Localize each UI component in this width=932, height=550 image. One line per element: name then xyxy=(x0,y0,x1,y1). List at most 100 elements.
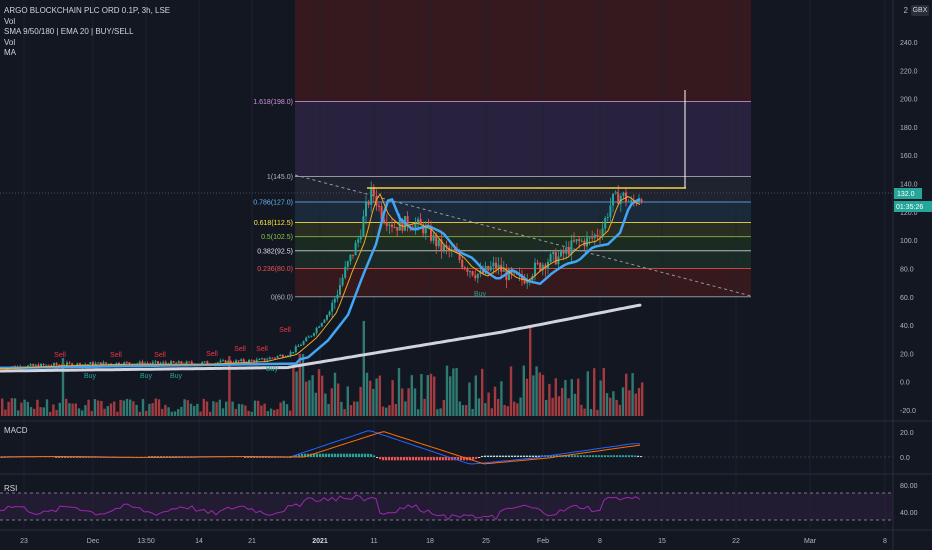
candle-body xyxy=(333,298,336,303)
macd-hist-bar xyxy=(298,454,301,457)
macd-hist-bar xyxy=(265,457,268,458)
candle-body xyxy=(609,205,612,218)
volume-bar xyxy=(362,321,365,416)
legend-ma[interactable]: MA xyxy=(4,48,16,57)
macd-hist-bar xyxy=(304,453,307,457)
legend-vol-2[interactable]: Vol xyxy=(4,37,16,47)
candle-body xyxy=(102,362,105,366)
volume-bar xyxy=(157,399,161,416)
candle-body xyxy=(466,269,469,272)
candle-body xyxy=(258,358,261,360)
currency-badge[interactable]: GBX xyxy=(911,5,929,16)
ema-20-line xyxy=(0,197,641,370)
rsi-tick-40: 40.00 xyxy=(900,510,918,517)
volume-bar xyxy=(212,401,215,416)
volume-bar xyxy=(385,407,388,416)
candle-body xyxy=(378,205,380,207)
candle-body xyxy=(617,191,620,204)
macd-hist-bar xyxy=(334,453,337,457)
volume-bar xyxy=(7,401,10,416)
candle-body xyxy=(170,361,172,366)
volume-bar xyxy=(97,400,100,416)
macd-hist-bar xyxy=(376,457,379,458)
candle-body xyxy=(315,327,318,334)
candle-body xyxy=(297,345,300,347)
candle-body xyxy=(71,363,74,367)
volume-bar xyxy=(557,396,561,416)
price-tick: 20.0 xyxy=(900,351,914,358)
candle-body xyxy=(261,358,263,360)
candle-body xyxy=(604,218,607,229)
volume-bar xyxy=(109,403,113,416)
sell-signal: Sell xyxy=(234,346,246,353)
candle-body xyxy=(203,361,206,363)
candle-body xyxy=(573,240,575,242)
candle-body xyxy=(619,195,622,204)
macd-hist-bar xyxy=(148,456,151,457)
volume-bar xyxy=(93,399,97,416)
volume-bar xyxy=(439,408,442,416)
volume-bar xyxy=(237,403,241,416)
macd-hist-bar xyxy=(640,456,643,457)
candle-body xyxy=(151,362,154,364)
symbol-title[interactable]: ARGO BLOCKCHAIN PLC ORD 0.1P, 3h, LSE xyxy=(4,6,171,15)
candle-body xyxy=(185,361,188,365)
candle-body xyxy=(341,277,344,286)
candle-body xyxy=(445,245,448,248)
volume-bar xyxy=(132,401,135,416)
macd-hist-bar xyxy=(388,457,391,461)
macd-hist-bar xyxy=(253,457,256,458)
candle-body xyxy=(224,360,227,364)
volume-bar xyxy=(167,407,170,416)
macd-signal-line xyxy=(0,431,641,465)
candle-body xyxy=(508,269,510,280)
macd-hist-bar xyxy=(322,453,325,457)
volume-bar xyxy=(202,398,205,416)
volume-bar xyxy=(199,411,202,416)
macd-hist-bar xyxy=(391,457,394,461)
fib-level-label: 0(60.0) xyxy=(271,294,293,301)
macd-hist-bar xyxy=(535,455,538,457)
volume-bar xyxy=(84,405,87,416)
volume-bar xyxy=(68,403,71,416)
fib-level-label: 0.236(80.0) xyxy=(257,266,293,273)
macd-hist-bar xyxy=(625,455,628,457)
macd-hist-bar xyxy=(511,455,514,457)
volume-bar xyxy=(103,408,106,416)
candle-body xyxy=(255,359,258,363)
volume-bar xyxy=(10,398,13,416)
price-tick: 0.0 xyxy=(900,380,910,387)
macd-hist-bar xyxy=(592,455,595,457)
candle-body xyxy=(79,363,81,367)
candle-body xyxy=(401,219,404,231)
legend-indicator[interactable]: SMA 9/50/180 | EMA 20 | BUY/SELL xyxy=(4,27,134,36)
rsi-pane xyxy=(0,492,893,521)
volume-bar xyxy=(177,409,180,416)
macd-hist-bar xyxy=(619,455,622,457)
volume-bar xyxy=(77,408,81,416)
candle-body xyxy=(34,364,37,366)
candle-body xyxy=(365,202,367,217)
macd-hist-bar xyxy=(610,455,613,457)
legend-vol[interactable]: Vol xyxy=(4,16,16,26)
candle-body xyxy=(461,259,464,268)
macd-hist-bar xyxy=(637,455,640,457)
candle-body xyxy=(138,361,141,364)
candle-body xyxy=(237,360,240,362)
sell-signal: Sell xyxy=(206,351,218,358)
candle-body xyxy=(188,361,191,363)
candle-body xyxy=(271,357,274,359)
candle-body xyxy=(219,360,222,363)
candle-body xyxy=(68,362,71,364)
macd-title[interactable]: MACD xyxy=(4,426,28,435)
price-tick: 180.0 xyxy=(900,125,918,132)
rsi-title[interactable]: RSI xyxy=(4,484,18,493)
volume-bar xyxy=(541,374,545,416)
volume-bar xyxy=(420,374,423,416)
volume-bar xyxy=(218,399,221,416)
candle-body xyxy=(549,254,552,262)
volume-bar xyxy=(625,373,628,416)
macd-hist-bar xyxy=(541,455,544,457)
volume-bar xyxy=(317,369,321,416)
